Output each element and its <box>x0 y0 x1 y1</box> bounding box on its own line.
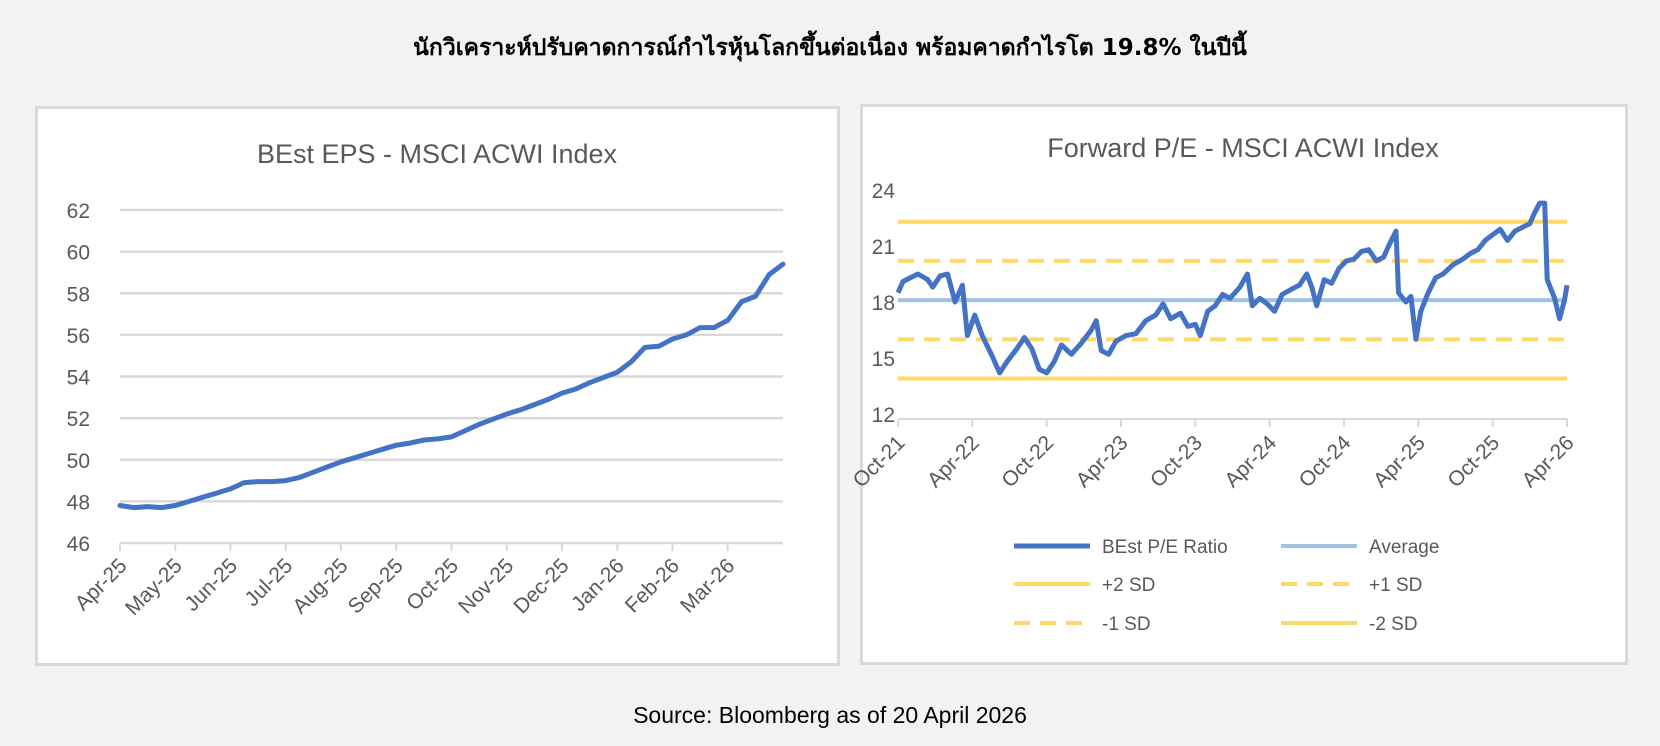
legend-label: +1 SD <box>1369 575 1422 596</box>
y-tick-label: 58 <box>67 283 90 306</box>
x-tick-label: Aug-25 <box>288 554 352 618</box>
legend-label: -1 SD <box>1102 614 1151 635</box>
x-tick-label: Oct-25 <box>402 554 463 615</box>
legend-label: BEst P/E Ratio <box>1102 537 1228 558</box>
x-tick-label: Apr-22 <box>923 431 984 492</box>
x-tick-label: Oct-22 <box>997 431 1058 492</box>
source-note: Source: Bloomberg as of 20 April 2026 <box>633 702 1027 728</box>
x-tick-label: Oct-24 <box>1295 431 1356 492</box>
x-tick-label: Apr-23 <box>1072 431 1133 492</box>
x-tick-label: Nov-25 <box>454 554 518 618</box>
y-tick-label: 52 <box>67 408 90 431</box>
x-tick-label: Feb-26 <box>621 554 684 617</box>
eps-series-line <box>117 261 786 511</box>
y-tick-label: 62 <box>67 200 90 223</box>
legend-label: +2 SD <box>1102 575 1155 596</box>
pe-chart-title: Forward P/E - MSCI ACWI Index <box>1047 133 1439 163</box>
x-tick-label: Oct-25 <box>1443 431 1504 492</box>
y-tick-label: 18 <box>872 292 895 315</box>
pe-chart-panel <box>860 104 1628 665</box>
page-title: นักวิเคราะห์ปรับคาดการณ์กำไรหุ้นโลกขึ้นต… <box>413 35 1247 61</box>
y-tick-label: 50 <box>67 450 90 473</box>
eps-chart-panel <box>35 106 840 666</box>
pe-ratio-series-line <box>895 200 1570 376</box>
x-tick-label: Apr-24 <box>1220 431 1281 492</box>
y-tick-label: 56 <box>67 325 90 348</box>
x-tick-label: May-25 <box>121 554 187 620</box>
y-tick-label: 46 <box>67 533 90 556</box>
x-tick-label: Dec-25 <box>509 554 573 618</box>
y-tick-label: 21 <box>872 236 895 259</box>
x-tick-label: Jan-26 <box>567 554 629 616</box>
legend-label: Average <box>1369 537 1439 558</box>
x-tick-label: Jun-25 <box>180 554 242 616</box>
x-tick-label: Oct-21 <box>849 431 910 492</box>
y-tick-label: 60 <box>67 242 90 265</box>
y-tick-label: 24 <box>872 180 896 203</box>
y-tick-label: 54 <box>67 367 91 390</box>
x-tick-label: Apr-25 <box>1369 431 1430 492</box>
x-tick-label: Oct-23 <box>1146 431 1207 492</box>
x-tick-label: Apr-26 <box>1518 431 1579 492</box>
x-tick-label: Sep-25 <box>344 554 408 618</box>
x-tick-label: Mar-26 <box>676 554 739 617</box>
eps-chart-title: BEst EPS - MSCI ACWI Index <box>257 139 618 169</box>
y-tick-label: 15 <box>872 348 895 371</box>
y-tick-label: 48 <box>67 491 90 514</box>
legend-label: -2 SD <box>1369 614 1418 635</box>
y-tick-label: 12 <box>872 404 895 427</box>
